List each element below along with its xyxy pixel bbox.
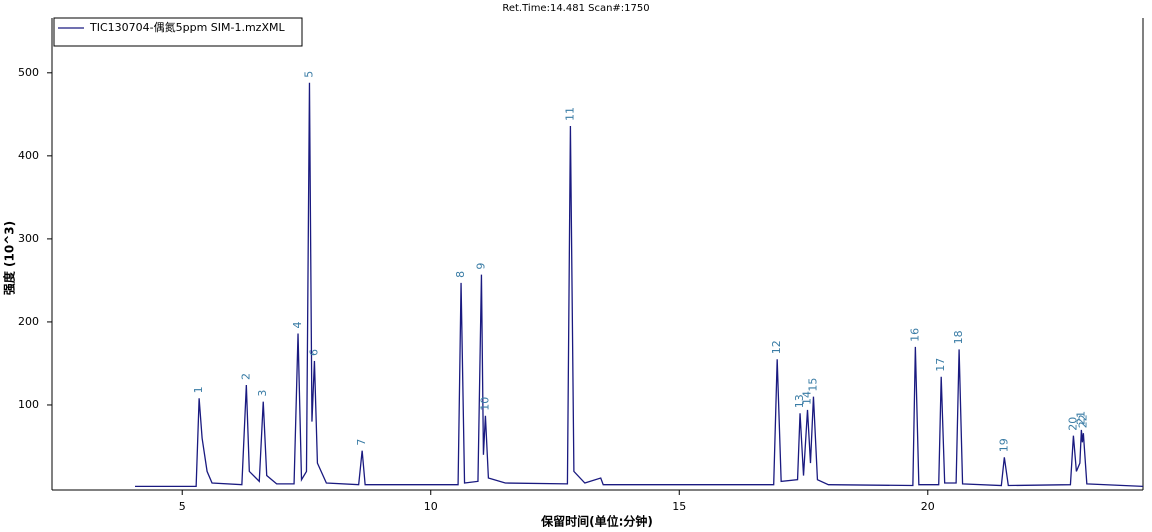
peak-label: 5 (302, 71, 315, 78)
peak-label: 10 (478, 397, 491, 411)
peak-label: 18 (952, 330, 965, 344)
peak-label: 8 (454, 271, 467, 278)
y-tick-label: 300 (18, 232, 39, 245)
x-axis-label: 保留时间(单位:分钟) (540, 514, 653, 529)
x-tick-label: 20 (921, 500, 935, 513)
chart-title: Ret.Time:14.481 Scan#:1750 (502, 3, 649, 14)
x-tick-label: 15 (672, 500, 686, 513)
y-axis-label: 强度 (10^3) (2, 221, 17, 295)
peak-label: 14 (800, 391, 813, 405)
peak-label: 20 (1066, 417, 1079, 431)
peak-label: 4 (291, 322, 304, 329)
peak-label: 22 (1076, 414, 1089, 428)
legend-box (53, 17, 303, 47)
peak-label: 21 (1074, 411, 1087, 425)
legend-label: TIC130704-偶氮5ppm SIM-1.mzXML (89, 20, 285, 34)
peak-label: 12 (770, 340, 783, 354)
peak-label: 7 (355, 439, 368, 446)
peak-label: 19 (997, 438, 1010, 452)
peak-label: 11 (563, 107, 576, 121)
y-tick-label: 100 (18, 398, 39, 411)
peak-label: 1 (192, 386, 205, 393)
peak-label: 3 (256, 390, 269, 397)
y-tick-label: 200 (18, 315, 39, 328)
x-tick-label: 10 (424, 500, 438, 513)
trace-line (135, 82, 1144, 487)
peak-label: 15 (806, 378, 819, 392)
peak-label: 16 (908, 328, 921, 342)
peak-label: 2 (239, 373, 252, 380)
peak-label: 9 (474, 263, 487, 270)
peak-label: 6 (307, 349, 320, 356)
x-tick-label: 5 (179, 500, 186, 513)
y-tick-label: 400 (18, 149, 39, 162)
peak-label: 13 (793, 394, 806, 408)
peak-label: 17 (934, 358, 947, 372)
y-tick-label: 500 (18, 66, 39, 79)
